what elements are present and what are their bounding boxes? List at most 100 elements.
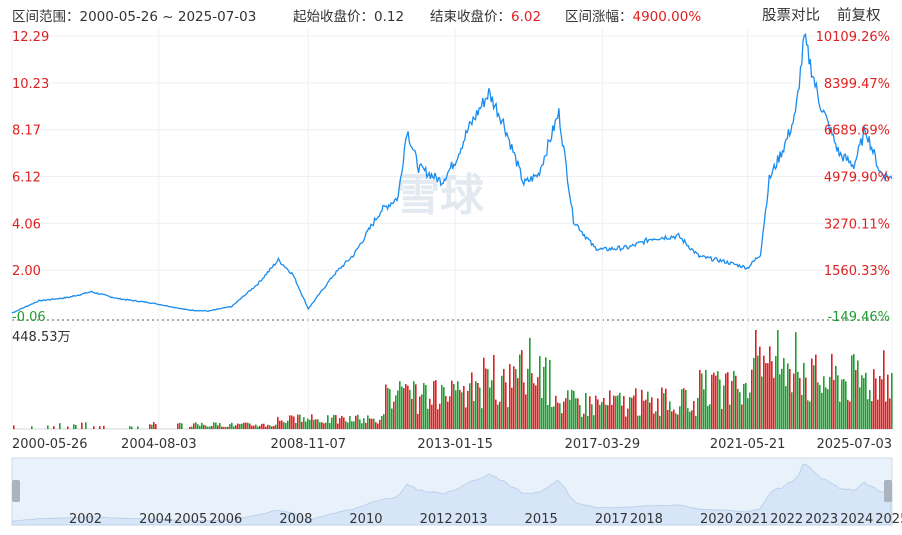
volume-bar [749, 392, 751, 429]
volume-bar [769, 346, 771, 429]
volume-bar [269, 425, 271, 429]
volume-bar [705, 369, 707, 429]
volume-bar [197, 424, 199, 429]
navigator-series [11, 463, 893, 526]
volume-bar [47, 425, 49, 429]
volume-bar [635, 388, 637, 429]
volume-bar [215, 422, 217, 429]
volume-bar [647, 391, 649, 429]
volume-bar [403, 388, 405, 429]
y-axis-right: 10109.26% 8399.47% 6689.69% 4979.90% 3270.11… [816, 30, 890, 325]
volume-bar [447, 401, 449, 429]
volume-bar [611, 404, 613, 429]
volume-bar [517, 378, 519, 429]
volume-bar [93, 426, 95, 429]
volume-bar [805, 377, 807, 429]
navigator-year-label: 2010 [349, 512, 382, 527]
volume-bar [809, 401, 811, 429]
volume-bar [721, 408, 723, 429]
volume-bar [537, 377, 539, 429]
volume-bar [569, 399, 571, 429]
volume-bar [273, 425, 275, 429]
volume-bar [757, 355, 759, 429]
volume-bar [863, 378, 865, 429]
volume-bar [651, 397, 653, 429]
volume-bar [393, 401, 395, 429]
navigator-handle-right[interactable] [884, 480, 892, 502]
navigator-year-label: 2025 [875, 512, 902, 527]
volume-bar [213, 422, 215, 429]
volume-bar [257, 426, 259, 429]
navigator-year-label: 2008 [279, 512, 312, 527]
navigator-handle-left[interactable] [12, 480, 20, 502]
volume-bar [131, 426, 133, 429]
start-price-value: 0.12 [374, 9, 405, 25]
volume-bar [587, 415, 589, 429]
volume-bar [551, 406, 553, 429]
volume-bar [691, 410, 693, 429]
volume-bar [381, 416, 383, 429]
volume-bar [99, 426, 101, 429]
volume-bar [423, 383, 425, 429]
volume-bar [363, 418, 365, 429]
volume-bar [735, 375, 737, 429]
volume-bar [567, 390, 569, 429]
volume-bar [341, 415, 343, 429]
volume-bar [75, 425, 77, 429]
volume-bar [849, 401, 851, 429]
range-navigator[interactable]: 2002 2004 2005 2006 2008 2010 2012 2013 2015 2017… [11, 457, 902, 527]
volume-bar [737, 388, 739, 429]
volume-bar [249, 423, 251, 429]
volume-bar [625, 416, 627, 429]
stock-compare-button[interactable]: 股票对比 [762, 8, 820, 24]
volume-bar [807, 400, 809, 429]
volume-bar [881, 379, 883, 429]
volume-bar [247, 422, 249, 429]
volume-bar [443, 387, 445, 429]
end-price-info: 结束收盘价：6.02 [430, 5, 541, 25]
adjust-forward-button[interactable]: 前复权 [837, 8, 881, 24]
volume-bar [425, 384, 427, 429]
volume-bar [871, 401, 873, 429]
volume-bar [579, 404, 581, 429]
volume-bar [663, 393, 665, 429]
volume-bar [671, 411, 673, 429]
volume-bar [67, 426, 69, 429]
volume-bar [441, 384, 443, 429]
volume-bar [819, 385, 821, 429]
volume-bar [265, 426, 267, 429]
volume-bar [499, 401, 501, 429]
volume-bar [401, 386, 403, 429]
volume-bar [371, 418, 373, 429]
volume-bar [475, 381, 477, 429]
volume-bar [719, 379, 721, 429]
volume-bar [577, 398, 579, 429]
volume-bar [891, 372, 893, 429]
volume-bar [415, 384, 417, 429]
volume-bar [435, 380, 437, 429]
y-tick-label-left: 4.06 [12, 217, 41, 232]
y-tick-label-right: 6689.69% [824, 124, 890, 139]
volume-bar [205, 425, 207, 429]
volume-bar [313, 419, 315, 429]
volume-bar [839, 401, 841, 429]
volume-bar [681, 389, 683, 429]
volume-bar [649, 402, 651, 429]
volume-bar [411, 398, 413, 429]
start-price-info: 起始收盘价：0.12 [293, 5, 404, 25]
volume-bar [539, 356, 541, 429]
volume-bar [761, 376, 763, 429]
volume-bar [293, 416, 295, 429]
grid-lines [11, 28, 893, 430]
volume-bar [179, 422, 181, 429]
volume-bar [879, 375, 881, 429]
volume-bar [887, 374, 889, 429]
y-tick-label-left: -0.06 [12, 310, 46, 325]
volume-bar [465, 407, 467, 429]
volume-bar [155, 424, 157, 429]
volume-bar [433, 381, 435, 429]
volume-bar [679, 406, 681, 429]
volume-bar [755, 330, 757, 429]
volume-bar [369, 418, 371, 429]
